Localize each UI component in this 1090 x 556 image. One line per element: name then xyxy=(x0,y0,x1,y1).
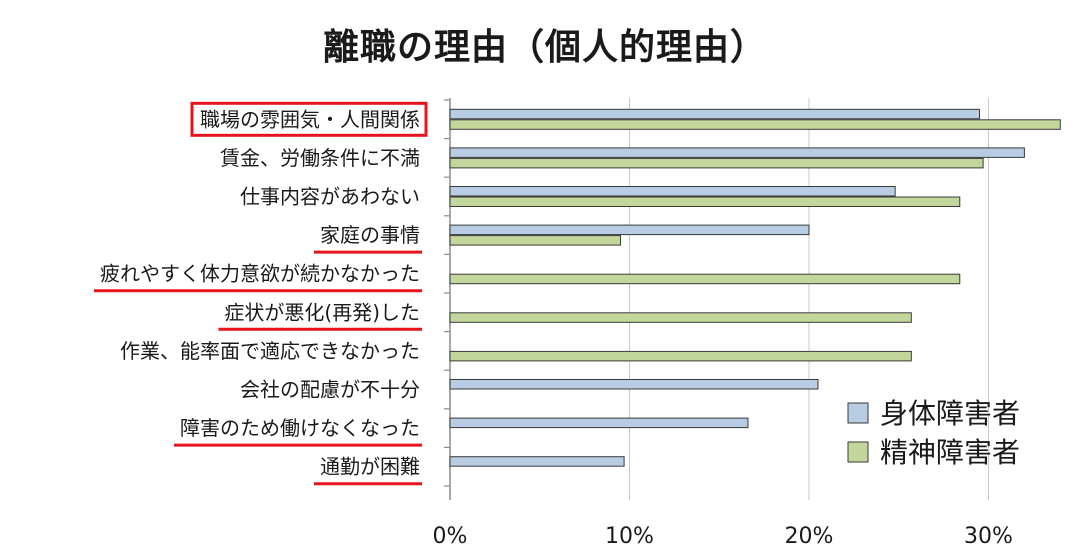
bar-series2 xyxy=(449,235,622,246)
x-tick-label: 30% xyxy=(964,524,1013,549)
highlight-box xyxy=(190,101,428,137)
category-label: 作業、能率面で適応できなかった xyxy=(120,339,420,363)
category-label: 賃金、労働条件に不満 xyxy=(220,146,420,170)
bar-series2 xyxy=(449,196,961,207)
legend-swatch xyxy=(847,402,869,424)
category-label: 会社の配慮が不十分 xyxy=(240,378,420,402)
legend-swatch xyxy=(847,441,869,463)
category-label: 症状が悪化(再発)した xyxy=(224,300,420,324)
bar-series1 xyxy=(449,379,819,390)
x-tick-label: 10% xyxy=(605,524,654,549)
legend-label: 身体障害者 xyxy=(880,397,1020,430)
legend-label: 精神障害者 xyxy=(880,436,1020,469)
category-label: 障害のため働けなくなった xyxy=(180,416,420,440)
bar-series1 xyxy=(449,186,896,197)
chart-title: 離職の理由（個人的理由） xyxy=(322,27,767,68)
category-label: 通勤が困難 xyxy=(320,455,420,479)
category-label: 疲れやすく体力意欲が続かなかった xyxy=(100,262,420,286)
bar-series1 xyxy=(449,224,810,236)
bar-series1 xyxy=(449,417,749,429)
x-tick-label: 0% xyxy=(433,524,468,549)
category-label: 職場の雰囲気・人間関係 xyxy=(200,107,420,131)
bar-series1 xyxy=(449,456,625,467)
bar-series2 xyxy=(449,312,912,323)
bar-series2 xyxy=(449,273,961,285)
bar-series2 xyxy=(449,157,984,169)
bar-series1 xyxy=(449,147,1025,158)
category-label: 仕事内容があわない xyxy=(240,185,420,209)
x-tick-label: 20% xyxy=(785,524,834,549)
bar-series2 xyxy=(449,350,912,362)
category-label: 家庭の事情 xyxy=(320,223,420,247)
bar-series1 xyxy=(449,108,981,120)
bar-series2 xyxy=(449,119,1061,130)
